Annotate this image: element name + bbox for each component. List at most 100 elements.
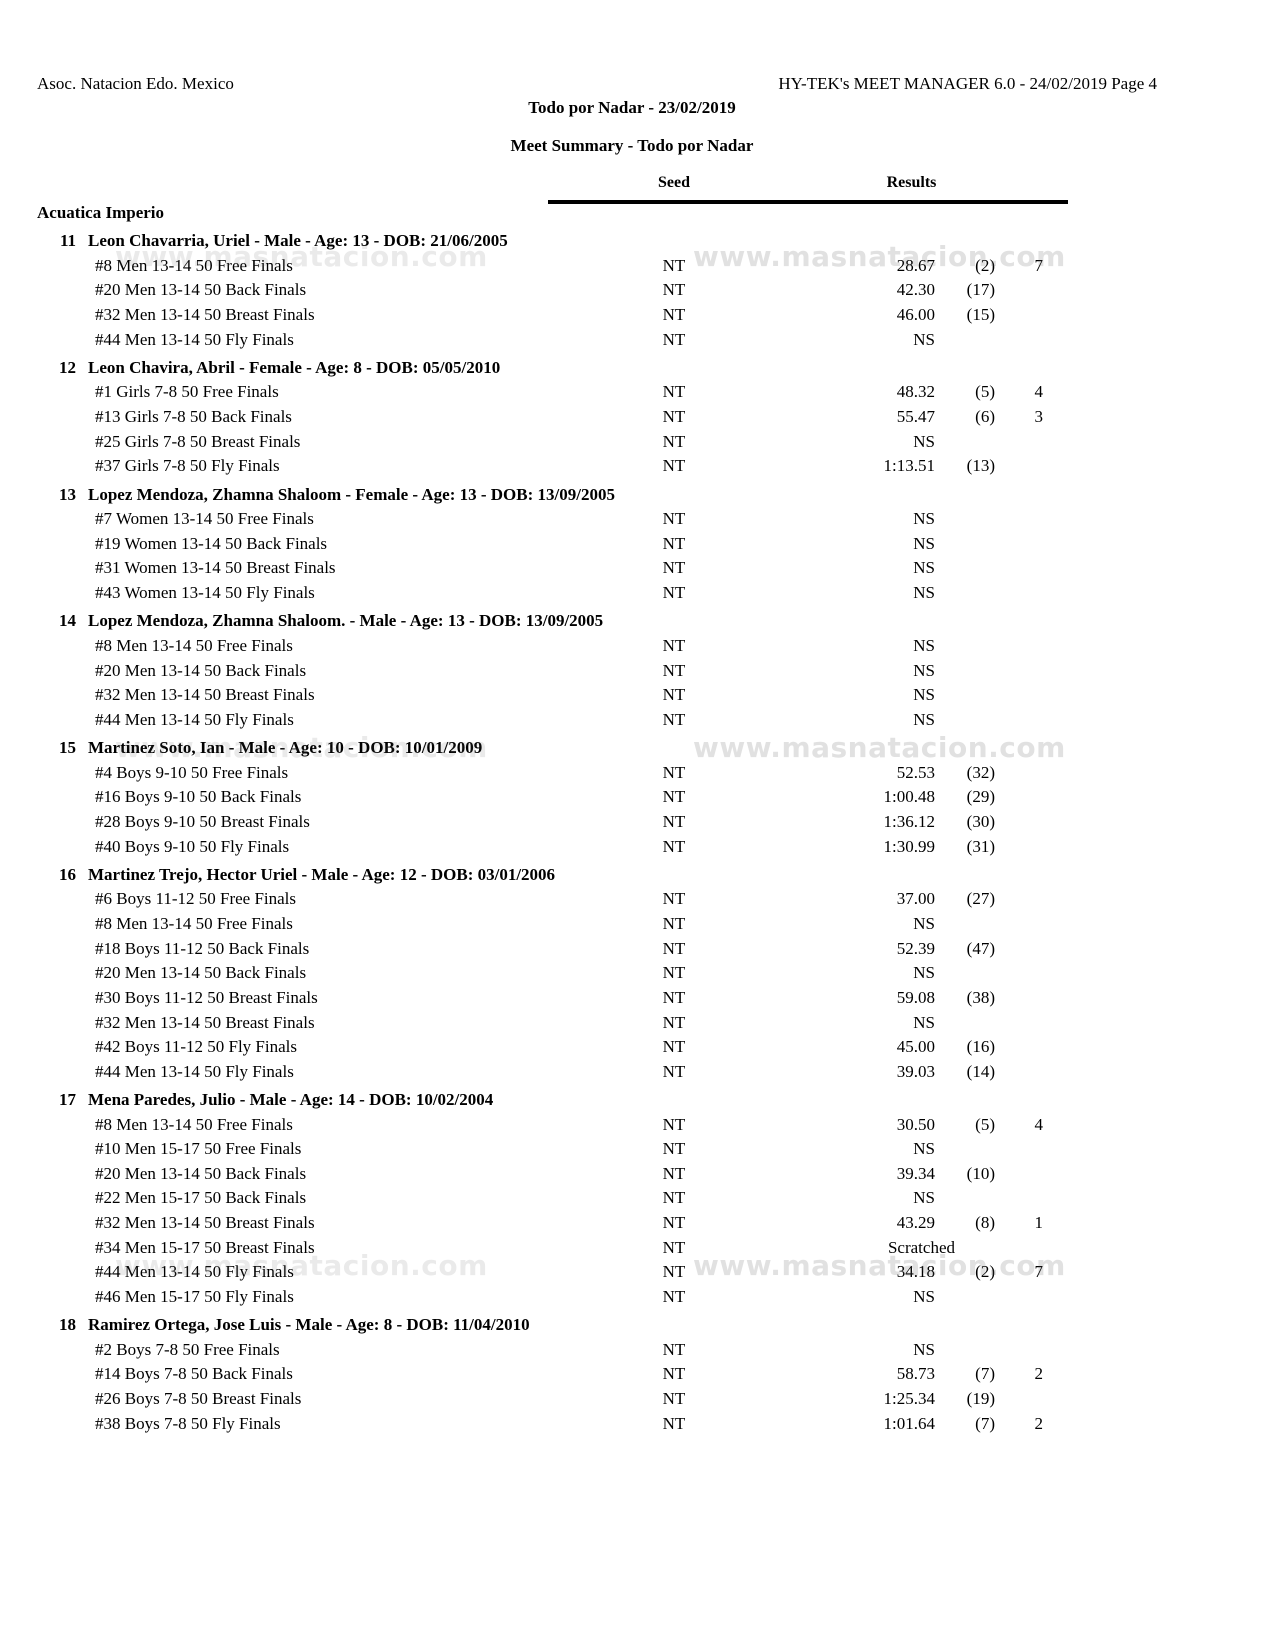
seed-time: NT: [662, 305, 686, 325]
event-row: #44 Men 13-14 50 Fly Finals NT NS: [0, 708, 1100, 733]
seed-time: NT: [662, 836, 686, 856]
event-row: #19 Women 13-14 50 Back Finals NT NS: [0, 532, 1100, 557]
swimmer-heading: 18 Ramirez Ortega, Jose Luis - Male - Age…: [0, 1313, 1100, 1338]
event-row: #7 Women 13-14 50 Free Finals NT NS: [0, 507, 1100, 532]
seed-time: NT: [662, 963, 686, 983]
event-row: #10 Men 15-17 50 Free Finals NT NS: [0, 1137, 1100, 1162]
result-time: NS: [913, 1287, 935, 1307]
event-name: #22 Men 15-17 50 Back Finals: [95, 1188, 307, 1208]
result-time: NS: [913, 709, 935, 729]
event-name: #44 Men 13-14 50 Fly Finals: [95, 1061, 294, 1081]
seed-time: NT: [662, 558, 686, 578]
event-name: #8 Men 13-14 50 Free Finals: [95, 635, 293, 655]
swimmer-heading: 17 Mena Paredes, Julio - Male - Age: 14 -…: [0, 1088, 1100, 1113]
seed-time: NT: [662, 583, 686, 603]
event-row: #18 Boys 11-12 50 Back Finals NT 52.39 (47): [0, 937, 1100, 962]
result-time: NS: [913, 685, 935, 705]
swimmer-number: 18: [59, 1315, 76, 1335]
swimmer-number: 11: [59, 231, 76, 251]
event-name: #20 Men 13-14 50 Back Finals: [95, 963, 307, 983]
event-name: #43 Women 13-14 50 Fly Finals: [95, 583, 315, 603]
event-row: #32 Men 13-14 50 Breast Finals NT 46.00 (15…: [0, 303, 1100, 328]
event-name: #38 Boys 7-8 50 Fly Finals: [95, 1413, 281, 1433]
result-place: (14): [966, 1061, 995, 1081]
event-row: #32 Men 13-14 50 Breast Finals NT 43.29 (8)…: [0, 1211, 1100, 1236]
event-row: #34 Men 15-17 50 Breast Finals NT Scratche…: [0, 1236, 1100, 1261]
result-place: (31): [966, 836, 995, 856]
result-time: NS: [913, 431, 935, 451]
event-name: #4 Boys 9-10 50 Free Finals: [95, 762, 289, 782]
swimmer-number: 17: [59, 1089, 76, 1109]
event-name: #25 Girls 7-8 50 Breast Finals: [95, 431, 301, 451]
result-time: NS: [913, 533, 935, 553]
seed-time: NT: [662, 1037, 686, 1057]
event-row: #20 Men 13-14 50 Back Finals NT NS: [0, 659, 1100, 684]
result-time: 42.30: [896, 280, 935, 300]
event-name: #19 Women 13-14 50 Back Finals: [95, 533, 328, 553]
event-name: #44 Men 13-14 50 Fly Finals: [95, 1262, 294, 1282]
event-row: #28 Boys 9-10 50 Breast Finals NT 1:36.12 (…: [0, 810, 1100, 835]
result-place: (10): [966, 1163, 995, 1183]
seed-time: NT: [662, 762, 686, 782]
event-row: #43 Women 13-14 50 Fly Finals NT NS: [0, 581, 1100, 606]
result-time: 34.18: [896, 1262, 935, 1282]
meet-title: Todo por Nadar - 23/02/2019: [528, 98, 736, 117]
event-row: #20 Men 13-14 50 Back Finals NT 39.34 (10): [0, 1162, 1100, 1187]
event-name: #44 Men 13-14 50 Fly Finals: [95, 329, 294, 349]
result-time: NS: [913, 660, 935, 680]
event-row: #8 Men 13-14 50 Free Finals NT NS: [0, 634, 1100, 659]
column-header-seed: Seed: [658, 174, 690, 191]
result-time: Scratched: [887, 1237, 955, 1257]
result-time: 28.67: [896, 255, 935, 275]
result-time: NS: [913, 635, 935, 655]
seed-time: NT: [662, 787, 686, 807]
result-points: 3: [1034, 407, 1044, 427]
result-time: 1:25.34: [883, 1389, 935, 1409]
result-time: NS: [913, 913, 935, 933]
event-name: #2 Boys 7-8 50 Free Finals: [95, 1339, 280, 1359]
result-place: (5): [975, 382, 995, 402]
seed-time: NT: [662, 431, 686, 451]
event-name: #8 Men 13-14 50 Free Finals: [95, 913, 293, 933]
seed-time: NT: [662, 1364, 686, 1384]
event-row: #20 Men 13-14 50 Back Finals NT 42.30 (17): [0, 278, 1100, 303]
event-name: #8 Men 13-14 50 Free Finals: [95, 255, 293, 275]
page-header-right: HY-TEK's MEET MANAGER 6.0 - 24/02/2019 P…: [778, 74, 1157, 93]
result-time: 43.29: [896, 1213, 935, 1233]
seed-time: NT: [662, 456, 686, 476]
result-place: (16): [966, 1037, 995, 1057]
seed-time: NT: [662, 1012, 686, 1032]
result-place: (7): [975, 1364, 995, 1384]
seed-time: NT: [662, 1061, 686, 1081]
event-row: #44 Men 13-14 50 Fly Finals NT 34.18 (2) 7: [0, 1260, 1100, 1285]
result-place: (5): [975, 1114, 995, 1134]
seed-time: NT: [662, 1389, 686, 1409]
swimmer-heading: 14 Lopez Mendoza, Zhamna Shaloom. - Male …: [0, 609, 1100, 634]
result-time: 46.00: [896, 305, 935, 325]
event-row: #13 Girls 7-8 50 Back Finals NT 55.47 (6) 3: [0, 405, 1100, 430]
event-name: #1 Girls 7-8 50 Free Finals: [95, 382, 279, 402]
header-rule: [548, 200, 1068, 204]
event-row: #8 Men 13-14 50 Free Finals NT 28.67 (2) 7: [0, 254, 1100, 279]
event-row: #16 Boys 9-10 50 Back Finals NT 1:00.48 (29…: [0, 785, 1100, 810]
event-name: #13 Girls 7-8 50 Back Finals: [95, 407, 292, 427]
swimmer-info: Leon Chavarria, Uriel - Male - Age: 13 -…: [88, 231, 508, 251]
seed-time: NT: [662, 811, 686, 831]
event-name: #7 Women 13-14 50 Free Finals: [95, 509, 314, 529]
swimmer-heading: 11 Leon Chavarria, Uriel - Male - Age: 13…: [0, 229, 1100, 254]
event-name: #18 Boys 11-12 50 Back Finals: [95, 938, 310, 958]
seed-time: NT: [662, 255, 686, 275]
team-name: Acuatica Imperio: [37, 203, 165, 222]
event-row: #40 Boys 9-10 50 Fly Finals NT 1:30.99 (31): [0, 835, 1100, 860]
result-time: NS: [913, 1339, 935, 1359]
seed-time: NT: [662, 1339, 686, 1359]
seed-time: NT: [662, 1213, 686, 1233]
result-place: (47): [966, 938, 995, 958]
event-name: #32 Men 13-14 50 Breast Finals: [95, 685, 315, 705]
swimmer-number: 12: [59, 357, 76, 377]
result-time: 48.32: [896, 382, 935, 402]
event-row: #22 Men 15-17 50 Back Finals NT NS: [0, 1186, 1100, 1211]
result-points: 7: [1034, 1262, 1044, 1282]
result-time: 1:30.99: [883, 836, 935, 856]
